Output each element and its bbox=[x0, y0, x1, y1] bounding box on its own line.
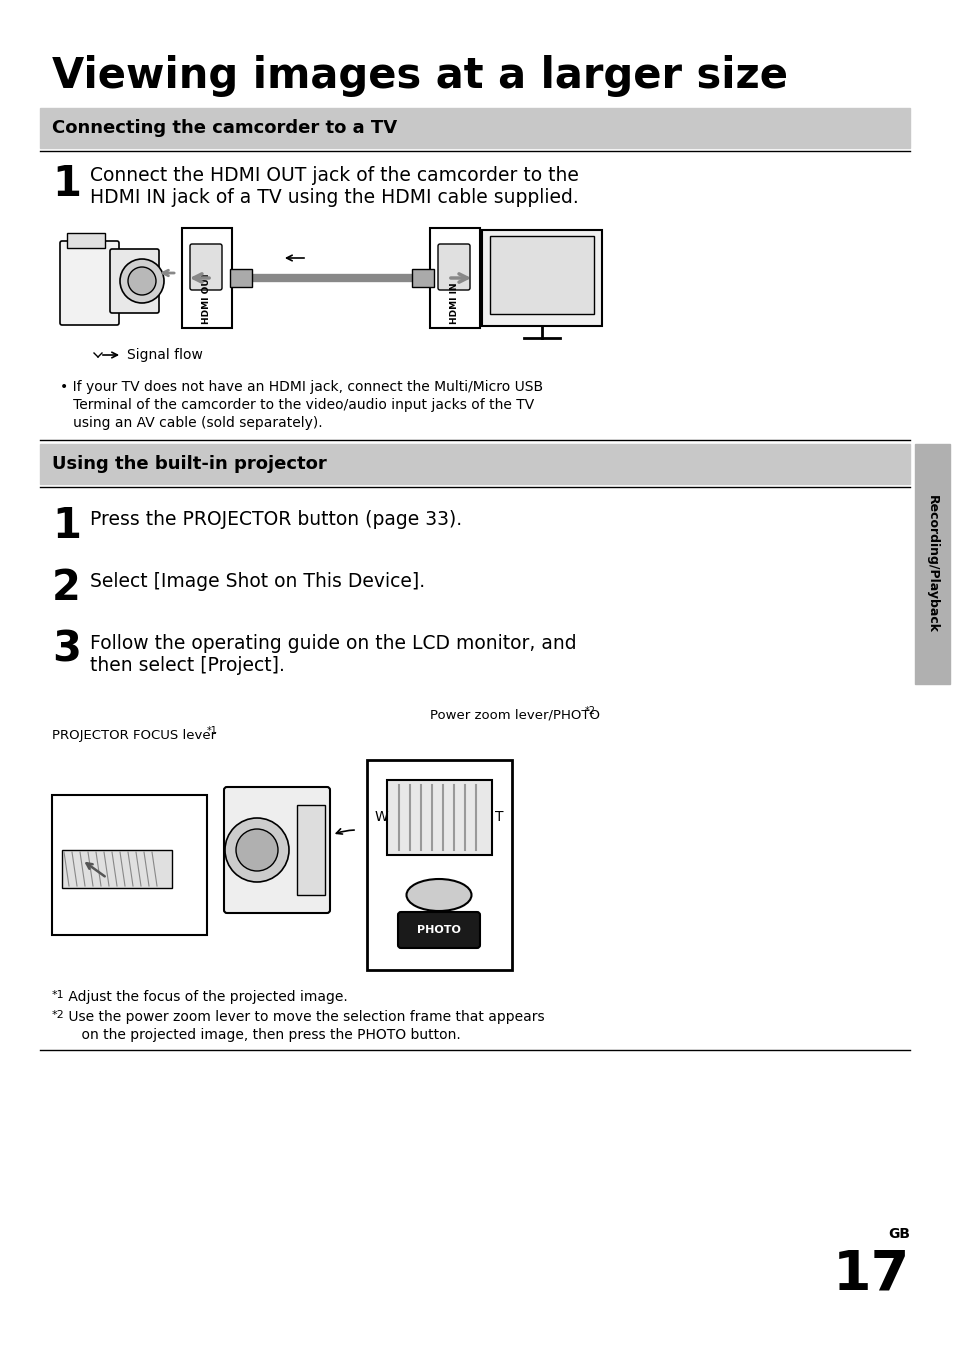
FancyBboxPatch shape bbox=[397, 912, 479, 948]
Text: Connect the HDMI OUT jack of the camcorder to the: Connect the HDMI OUT jack of the camcord… bbox=[90, 165, 578, 186]
Bar bbox=[914, 444, 949, 685]
Ellipse shape bbox=[406, 880, 471, 911]
Text: T: T bbox=[495, 810, 503, 824]
FancyBboxPatch shape bbox=[437, 243, 470, 291]
Circle shape bbox=[225, 818, 289, 882]
Bar bbox=[490, 235, 594, 313]
Text: Connecting the camcorder to a TV: Connecting the camcorder to a TV bbox=[52, 118, 396, 137]
FancyBboxPatch shape bbox=[190, 243, 222, 291]
Text: *1: *1 bbox=[52, 990, 65, 999]
Text: PROJECTOR FOCUS lever: PROJECTOR FOCUS lever bbox=[52, 729, 216, 742]
Text: Viewing images at a larger size: Viewing images at a larger size bbox=[52, 55, 787, 97]
Text: Using the built-in projector: Using the built-in projector bbox=[52, 455, 327, 473]
Bar bbox=[182, 229, 232, 328]
Text: • If your TV does not have an HDMI jack, connect the Multi/Micro USB: • If your TV does not have an HDMI jack,… bbox=[60, 381, 542, 394]
Text: 3: 3 bbox=[52, 629, 81, 671]
Text: PHOTO: PHOTO bbox=[416, 925, 460, 935]
Bar bbox=[367, 760, 512, 970]
Bar bbox=[230, 269, 252, 286]
Text: Adjust the focus of the projected image.: Adjust the focus of the projected image. bbox=[64, 990, 348, 1003]
Text: Press the PROJECTOR button (page 33).: Press the PROJECTOR button (page 33). bbox=[90, 510, 461, 529]
Text: Signal flow: Signal flow bbox=[127, 348, 203, 362]
Text: 17: 17 bbox=[832, 1247, 909, 1301]
FancyBboxPatch shape bbox=[60, 241, 119, 325]
Text: Select [Image Shot on This Device].: Select [Image Shot on This Device]. bbox=[90, 572, 425, 590]
Bar bbox=[67, 233, 105, 247]
Text: then select [Project].: then select [Project]. bbox=[90, 656, 285, 675]
Text: 1: 1 bbox=[52, 504, 81, 547]
Text: Follow the operating guide on the LCD monitor, and: Follow the operating guide on the LCD mo… bbox=[90, 633, 576, 654]
Bar bbox=[387, 780, 492, 855]
Bar bbox=[52, 795, 207, 935]
Text: *1: *1 bbox=[207, 726, 217, 736]
Text: Recording/Playback: Recording/Playback bbox=[925, 495, 938, 633]
Bar bbox=[412, 269, 434, 286]
Text: GB: GB bbox=[887, 1227, 909, 1241]
Text: *2: *2 bbox=[584, 706, 596, 716]
Text: *2: *2 bbox=[52, 1010, 65, 1020]
Bar bbox=[40, 108, 909, 148]
Circle shape bbox=[235, 829, 277, 872]
Text: HDMI OUT: HDMI OUT bbox=[202, 272, 212, 324]
Text: on the projected image, then press the PHOTO button.: on the projected image, then press the P… bbox=[64, 1028, 460, 1042]
Circle shape bbox=[128, 268, 156, 295]
Bar bbox=[430, 229, 479, 328]
Bar bbox=[296, 806, 325, 894]
Bar bbox=[481, 230, 601, 325]
Text: Use the power zoom lever to move the selection frame that appears: Use the power zoom lever to move the sel… bbox=[64, 1010, 544, 1024]
Bar bbox=[40, 444, 909, 484]
Text: HDMI IN: HDMI IN bbox=[450, 282, 459, 324]
Text: 1: 1 bbox=[52, 163, 81, 204]
Text: Terminal of the camcorder to the video/audio input jacks of the TV: Terminal of the camcorder to the video/a… bbox=[60, 398, 534, 412]
Text: HDMI IN jack of a TV using the HDMI cable supplied.: HDMI IN jack of a TV using the HDMI cabl… bbox=[90, 188, 578, 207]
Bar bbox=[62, 850, 172, 888]
FancyBboxPatch shape bbox=[224, 787, 330, 913]
Text: Power zoom lever/PHOTO: Power zoom lever/PHOTO bbox=[430, 709, 599, 722]
FancyBboxPatch shape bbox=[110, 249, 159, 313]
Text: 2: 2 bbox=[52, 568, 81, 609]
Text: using an AV cable (sold separately).: using an AV cable (sold separately). bbox=[60, 416, 322, 430]
Circle shape bbox=[120, 260, 164, 303]
Text: W: W bbox=[375, 810, 388, 824]
